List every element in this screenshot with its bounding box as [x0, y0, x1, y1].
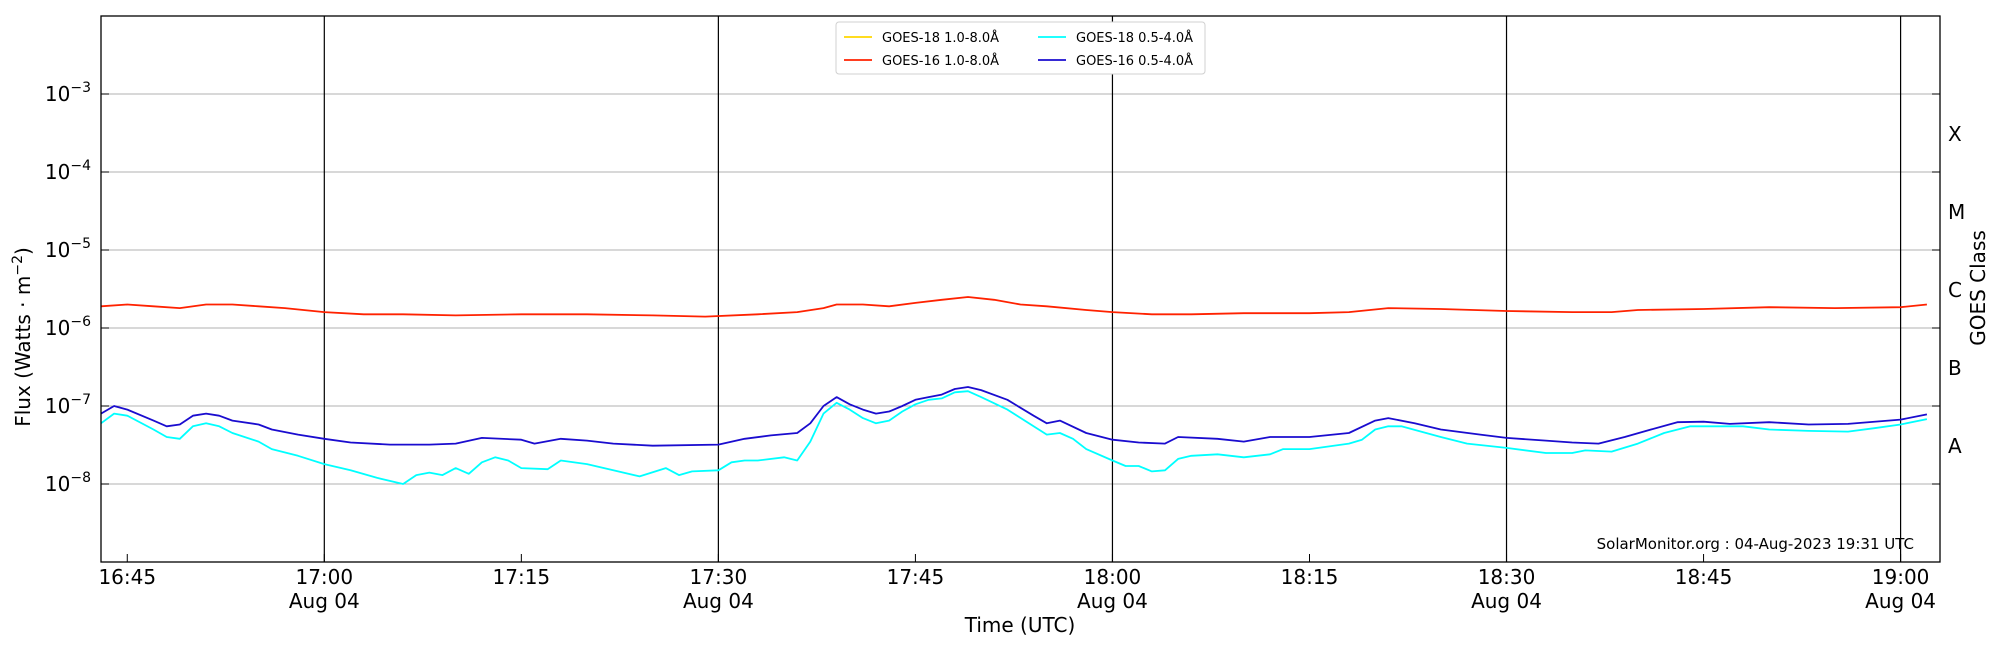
y-tick-label: 10−7	[45, 392, 91, 418]
y-tick-label-base: 10	[45, 238, 70, 262]
y-tick-label-exponent: −7	[70, 392, 91, 408]
y-tick-label: 10−5	[45, 236, 91, 262]
plot-frame	[100, 15, 1941, 563]
goes-class-label: M	[1948, 200, 1965, 224]
series-layer	[100, 296, 1928, 485]
x-tick-date-label: Aug 04	[683, 589, 754, 613]
x-tick-label: 16:45	[98, 565, 156, 589]
y-tick-label-base: 10	[45, 472, 70, 496]
y-tick-label-base: 10	[45, 316, 70, 340]
y-tick-label-exponent: −5	[70, 236, 91, 252]
x-tick-label: 17:30	[690, 565, 748, 589]
x-tick-label: 17:45	[887, 565, 945, 589]
series-line	[100, 296, 1927, 318]
x-tick-label: 18:15	[1281, 565, 1339, 589]
x-tick-label: 18:30	[1478, 565, 1536, 589]
goes-class-label: B	[1948, 356, 1962, 380]
y-tick-label: 10−3	[45, 80, 91, 106]
x-tick-label: 17:00	[295, 565, 353, 589]
goes-class-label: C	[1948, 278, 1962, 302]
y-axis-label: Flux (Watts · m−2)	[10, 247, 35, 427]
x-axis-label: Time (UTC)	[964, 613, 1076, 637]
y-tick-label: 10−4	[45, 158, 91, 184]
legend-label: GOES-16 0.5-4.0Å	[1076, 53, 1193, 69]
legend-label: GOES-16 1.0-8.0Å	[882, 53, 999, 69]
y-axis-label-close: )	[11, 247, 35, 255]
x-tick-label: 19:00	[1872, 565, 1930, 589]
y-tick-label-base: 10	[45, 82, 70, 106]
y-axis-label-exponent: −2	[10, 255, 26, 276]
legend-label: GOES-18 1.0-8.0Å	[882, 30, 999, 46]
y-tick-label-exponent: −3	[70, 80, 91, 96]
x-tick-date-label: Aug 04	[1077, 589, 1148, 613]
y-axis-label-main: Flux (Watts · m	[11, 276, 35, 427]
series-line	[100, 386, 1928, 447]
legend: GOES-18 1.0-8.0Å GOES-18 0.5-4.0Å GOES-16 …	[835, 21, 1206, 75]
legend-label: GOES-18 0.5-4.0Å	[1076, 30, 1193, 46]
legend-box	[835, 21, 1206, 75]
y-tick-label-exponent: −6	[70, 314, 91, 330]
x-tick-label: 18:45	[1675, 565, 1733, 589]
y-tick-label-base: 10	[45, 160, 70, 184]
x-tick-label: 17:15	[493, 565, 551, 589]
x-tick-label: 18:00	[1084, 565, 1142, 589]
x-tick-date-label: Aug 04	[1865, 589, 1936, 613]
grid-layer	[101, 93, 1940, 485]
x-tick-date-label: Aug 04	[1471, 589, 1542, 613]
y-tick-label: 10−8	[45, 470, 91, 496]
credit-text: SolarMonitor.org : 04-Aug-2023 19:31 UTC	[1597, 535, 1914, 553]
goes-class-axis-label: GOES Class	[1966, 230, 1990, 346]
vertical-day-lines	[323, 16, 1902, 562]
y-tick-label-base: 10	[45, 394, 70, 418]
series-line	[100, 390, 1928, 485]
y-tick-label-exponent: −4	[70, 158, 91, 174]
y-tick-label: 10−6	[45, 314, 91, 340]
goes-class-label: X	[1948, 122, 1962, 146]
goes-class-label: A	[1948, 434, 1962, 458]
x-tick-date-label: Aug 04	[289, 589, 360, 613]
y-tick-label-exponent: −8	[70, 470, 91, 486]
